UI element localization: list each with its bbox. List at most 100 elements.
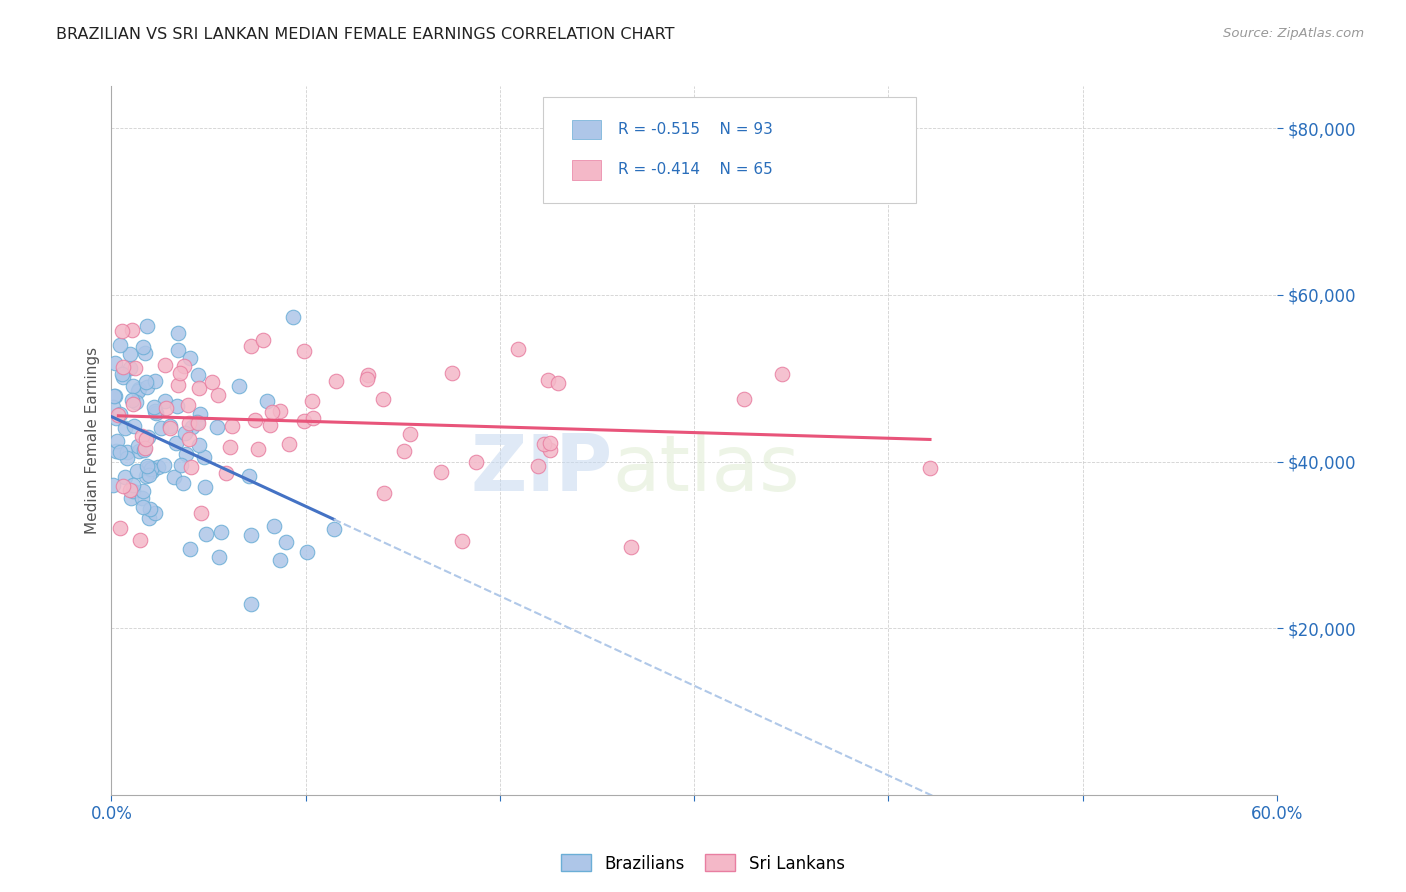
Legend: Brazilians, Sri Lankans: Brazilians, Sri Lankans <box>555 847 851 880</box>
Point <box>219 440 242 454</box>
Point <box>187 368 209 383</box>
Point <box>194 479 217 493</box>
Point <box>104 410 127 425</box>
Point <box>399 426 422 441</box>
Point <box>373 485 395 500</box>
Point <box>143 404 166 418</box>
Point <box>128 443 150 458</box>
Point <box>136 461 159 475</box>
Point <box>277 437 299 451</box>
Point <box>125 395 148 409</box>
Point <box>201 375 224 389</box>
Point <box>430 465 453 479</box>
Point <box>143 400 166 414</box>
Point <box>136 430 159 444</box>
Point <box>134 441 156 455</box>
Point <box>263 518 285 533</box>
Point <box>177 416 200 430</box>
Point <box>120 491 142 505</box>
Point <box>108 521 131 535</box>
Point <box>245 412 267 426</box>
Point <box>120 347 142 361</box>
Point <box>247 442 270 456</box>
Point <box>733 392 755 407</box>
Point <box>292 344 315 359</box>
Point <box>170 458 193 472</box>
Point <box>163 470 186 484</box>
Point <box>122 478 145 492</box>
Text: R = -0.515    N = 93: R = -0.515 N = 93 <box>619 122 773 136</box>
Point <box>173 359 195 373</box>
Point <box>114 470 136 484</box>
Point <box>143 375 166 389</box>
Point <box>169 366 191 380</box>
Text: Source: ZipAtlas.com: Source: ZipAtlas.com <box>1223 27 1364 40</box>
Point <box>240 597 263 611</box>
Point <box>392 443 415 458</box>
Point <box>240 528 263 542</box>
Point <box>127 384 149 398</box>
Text: ZIP: ZIP <box>470 431 613 507</box>
Point <box>145 406 167 420</box>
Point <box>302 410 325 425</box>
Point <box>209 525 232 540</box>
Point <box>141 461 163 475</box>
Y-axis label: Median Female Earnings: Median Female Earnings <box>86 347 100 534</box>
Point <box>533 437 555 451</box>
Point <box>131 491 153 506</box>
Point <box>918 460 941 475</box>
Point <box>620 540 643 554</box>
Point <box>240 338 263 352</box>
FancyBboxPatch shape <box>572 120 600 139</box>
Point <box>165 435 187 450</box>
Point <box>451 534 474 549</box>
Point <box>125 464 148 478</box>
Point <box>103 389 125 403</box>
Point <box>252 333 274 347</box>
Point <box>115 450 138 465</box>
Point <box>238 469 260 483</box>
Point <box>260 405 283 419</box>
Point <box>538 436 561 450</box>
Point <box>128 382 150 396</box>
Point <box>108 445 131 459</box>
Point <box>159 421 181 435</box>
Point <box>131 500 153 514</box>
Point <box>155 359 177 373</box>
Point <box>187 381 209 395</box>
Point <box>179 351 201 366</box>
Point <box>221 418 243 433</box>
Point <box>107 408 129 422</box>
Point <box>115 445 138 459</box>
Point <box>269 403 291 417</box>
Point <box>195 526 218 541</box>
FancyBboxPatch shape <box>543 97 915 203</box>
Point <box>127 439 149 453</box>
Point <box>256 394 278 409</box>
Point <box>187 416 209 430</box>
Point <box>276 535 298 549</box>
Point <box>292 414 315 428</box>
Point <box>122 419 145 434</box>
Point <box>325 374 347 388</box>
Point <box>108 407 131 421</box>
Point <box>166 326 188 341</box>
Point <box>301 393 323 408</box>
Point <box>122 379 145 393</box>
Point <box>149 421 172 435</box>
Point <box>114 421 136 435</box>
Point <box>166 399 188 413</box>
Point <box>155 401 177 416</box>
Point <box>121 392 143 407</box>
Point <box>538 442 561 457</box>
Text: R = -0.414    N = 65: R = -0.414 N = 65 <box>619 162 773 178</box>
Point <box>464 455 486 469</box>
Point <box>103 477 125 491</box>
Point <box>207 388 229 402</box>
Text: atlas: atlas <box>613 431 800 507</box>
Point <box>131 483 153 498</box>
Point <box>141 464 163 478</box>
Point <box>104 389 127 403</box>
Point <box>132 443 155 458</box>
Point <box>772 367 794 381</box>
